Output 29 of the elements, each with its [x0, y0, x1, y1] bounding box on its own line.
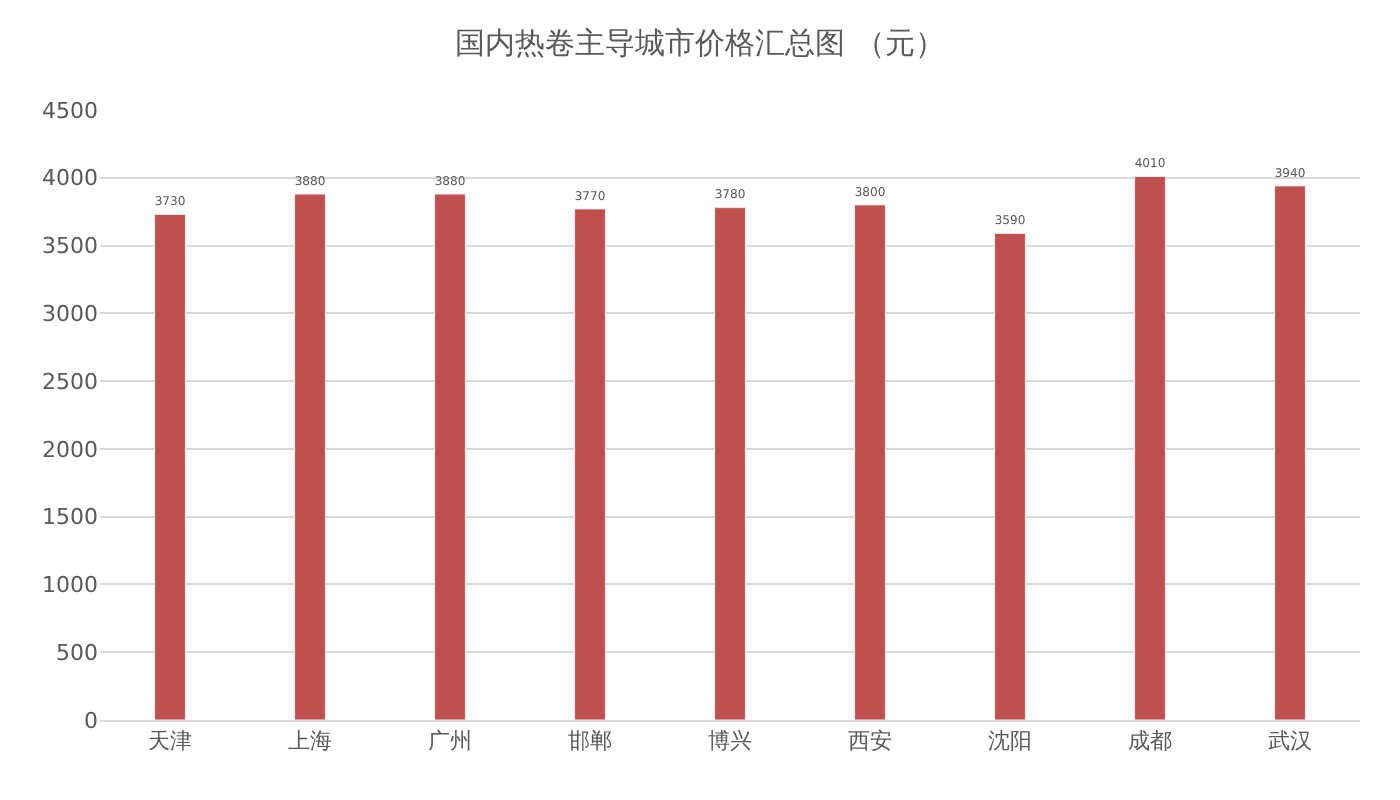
y-tick-label: 2000: [42, 436, 98, 463]
x-tick-label: 沈阳: [988, 728, 1032, 755]
x-tick-label: 上海: [288, 728, 332, 755]
bar: [574, 208, 606, 720]
y-tick-label: 3000: [42, 301, 98, 328]
y-tick-label: 500: [56, 639, 98, 666]
bar: [714, 207, 746, 720]
x-tick-label: 广州: [428, 728, 472, 755]
x-tick-label: 武汉: [1268, 728, 1312, 755]
x-tick-label: 博兴: [708, 728, 752, 755]
bar: [154, 213, 186, 720]
bar: [294, 193, 326, 720]
y-tick-label: 2500: [42, 368, 98, 395]
y-tick-label: 1500: [42, 504, 98, 531]
x-tick-label: 天津: [148, 728, 192, 755]
x-tick-label: 西安: [848, 728, 892, 755]
bar: [854, 204, 886, 720]
y-tick-label: 4500: [42, 97, 98, 124]
y-tick-label: 3500: [42, 233, 98, 260]
bar: [1274, 185, 1306, 720]
bar: [1134, 175, 1166, 720]
y-tick-label: 0: [84, 707, 98, 734]
bar: [994, 232, 1026, 720]
y-tick-label: 4000: [42, 165, 98, 192]
chart-title: 国内热卷主导城市价格汇总图 （元）: [455, 25, 945, 61]
x-tick-label: 成都: [1128, 728, 1172, 755]
y-tick-label: 1000: [42, 572, 98, 599]
bar: [434, 193, 466, 720]
x-tick-label: 邯郸: [568, 728, 612, 755]
